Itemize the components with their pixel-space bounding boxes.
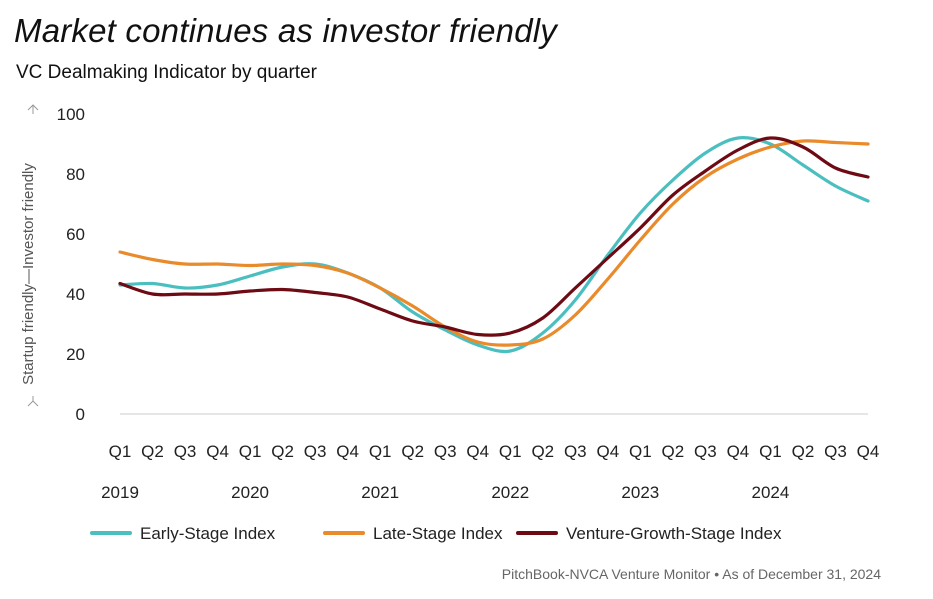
x-tick-label: Q2 [141,442,164,461]
x-tick-label: Q1 [759,442,782,461]
x-tick-label: Q1 [369,442,392,461]
legend: Early-Stage Index Late-Stage Index Venture… [90,524,782,543]
legend-label: Late-Stage Index [373,524,503,543]
y-tick-label: 0 [76,405,85,424]
x-tick-label: Q1 [499,442,522,461]
x-tick-label: Q4 [206,442,229,461]
y-axis-label-group: Startup friendly—Investor friendly [20,104,39,407]
x-year-label: 2022 [491,483,529,502]
x-tick-label: Q4 [336,442,359,461]
x-tick-label: Q1 [239,442,262,461]
x-year-label: 2020 [231,483,269,502]
series-line-late-stage-index [118,139,870,347]
y-tick-label: 20 [66,345,85,364]
series-lines [118,136,870,354]
chart-subtitle: VC Dealmaking Indicator by quarter [16,62,317,83]
y-axis-label: Startup friendly—Investor friendly [20,163,37,385]
x-tick-label: Q3 [174,442,197,461]
x-year-label: 2019 [101,483,139,502]
x-tick-label: Q2 [662,442,685,461]
x-tick-label: Q1 [109,442,132,461]
x-tick-label: Q4 [727,442,750,461]
x-tick-label: Q3 [434,442,457,461]
x-tick-label: Q3 [564,442,587,461]
x-tick-label: Q4 [857,442,880,461]
x-tick-label: Q2 [271,442,294,461]
chart-title: Market continues as investor friendly [14,12,557,49]
x-year-label: 2024 [752,483,790,502]
y-tick-label: 100 [57,105,85,124]
series-line-venture-growth-stage-index [118,136,870,337]
legend-label: Early-Stage Index [140,524,276,543]
y-axis-ticks: 0 20 40 60 80 100 [57,105,85,424]
y-tick-label: 80 [66,165,85,184]
x-year-label: 2021 [361,483,399,502]
x-axis-ticks: Q1 Q2 Q3 Q4 Q1 Q2 Q3 Q4 Q1 Q2 Q3 Q4 Q1 Q2 Q3 Q4 Q1 Q2 Q3 Q4… [109,442,880,461]
x-tick-label: Q3 [304,442,327,461]
series-line-early-stage-index [118,136,870,354]
x-tick-label: Q1 [629,442,652,461]
x-tick-label: Q3 [694,442,717,461]
x-tick-label: Q3 [824,442,847,461]
y-tick-label: 40 [66,285,85,304]
x-tick-label: Q2 [531,442,554,461]
y-tick-label: 60 [66,225,85,244]
x-tick-label: Q2 [401,442,424,461]
x-year-label: 2023 [621,483,659,502]
legend-label: Venture-Growth-Stage Index [566,524,782,543]
x-tick-label: Q2 [792,442,815,461]
x-tick-label: Q4 [466,442,489,461]
arrow-down-icon [27,400,39,407]
x-tick-label: Q4 [596,442,619,461]
x-axis-years: 2019 2020 2021 2022 2023 2024 [101,483,789,502]
source-note: PitchBook-NVCA Venture Monitor • As of D… [501,566,881,582]
